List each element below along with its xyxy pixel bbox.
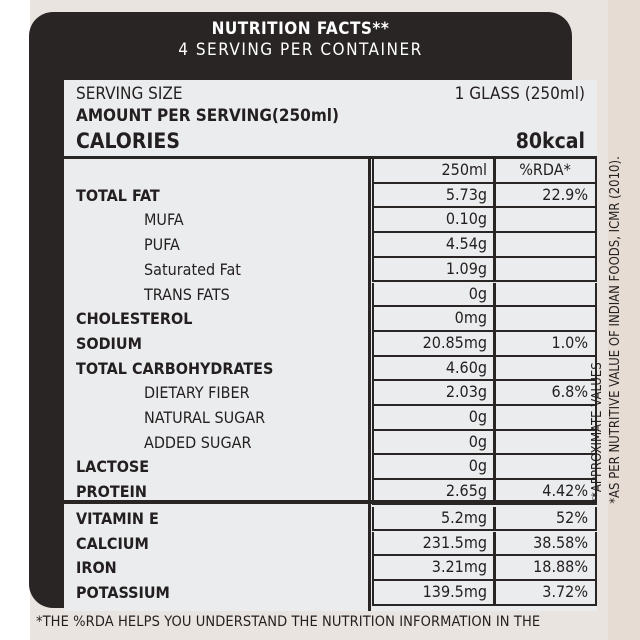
nutrient-label: PUFA: [144, 235, 180, 255]
serving-size-value: 1 GLASS (250ml): [454, 84, 585, 104]
nutrient-rda: [493, 406, 597, 431]
nutrient-label: IRON: [76, 558, 117, 578]
column-header-rda: %RDA*: [493, 159, 597, 184]
nutrient-label: CALCIUM: [76, 533, 149, 553]
approximate-values-note: **APPROXIMATE VALUES: [590, 362, 605, 504]
icmr-source-note: *AS PER NUTRITIVE VALUE OF INDIAN FOODS,…: [608, 156, 623, 504]
nutrient-label: TOTAL CARBOHYDRATES: [76, 358, 274, 378]
nutrient-label: PROTEIN: [76, 482, 147, 502]
nutrient-amount: 4.54g: [372, 233, 496, 258]
page-background-left: [0, 0, 30, 640]
nutrient-amount: 2.65g: [372, 480, 496, 505]
nutrient-rda: 22.9%: [493, 183, 597, 209]
nutrient-label: VITAMIN E: [76, 508, 159, 528]
nutrient-amount: 139.5mg: [372, 580, 496, 606]
nutrient-amount: 5.2mg: [372, 506, 496, 532]
calories-value: 80kcal: [515, 129, 585, 153]
nutrient-amount: 0g: [372, 455, 496, 481]
nutrient-label: DIETARY FIBER: [144, 383, 250, 403]
nutrient-amount: 0.10g: [372, 208, 496, 234]
nutrient-amount: 0mg: [372, 307, 496, 332]
amount-per-serving-label: AMOUNT PER SERVING(250ml): [76, 106, 339, 126]
nutrient-rda: 6.8%: [493, 381, 597, 406]
nutrient-amount: 231.5mg: [372, 531, 496, 557]
nutrient-rda: [493, 257, 597, 283]
nutrient-rda: 38.58%: [493, 531, 597, 557]
panel-title: NUTRITION FACTS**: [211, 19, 390, 39]
nutrient-label: NATURAL SUGAR: [144, 408, 266, 427]
label-column-divider: [368, 156, 371, 611]
column-header-amount: 250ml: [372, 159, 496, 184]
nutrient-rda: [493, 307, 597, 332]
nutrient-amount: 2.03g: [372, 381, 496, 406]
nutrient-rda: [493, 356, 597, 382]
nutrient-amount: 0g: [372, 430, 496, 456]
nutrient-rda: [493, 455, 597, 481]
nutrient-amount: 3.21mg: [372, 556, 496, 581]
nutrient-label: POTASSIUM: [76, 582, 170, 602]
nutrient-amount: 4.60g: [372, 356, 496, 382]
nutrient-label: LACTOSE: [76, 457, 150, 477]
nutrient-rda: [493, 233, 597, 258]
serving-size-label: SERVING SIZE: [76, 84, 183, 104]
calories-label: CALORIES: [76, 129, 180, 153]
nutrient-amount: 20.85mg: [372, 331, 496, 357]
nutrient-label: TOTAL FAT: [76, 185, 160, 205]
nutrient-rda: 18.88%: [493, 556, 597, 581]
nutrient-rda: 4.42%: [493, 480, 597, 505]
nutrient-rda: [493, 282, 597, 308]
nutrient-rda: 3.72%: [493, 580, 597, 606]
nutrient-label: CHOLESTEROL: [76, 309, 193, 329]
nutrient-label: MUFA: [144, 210, 184, 230]
nutrient-rda: [493, 208, 597, 234]
calories-divider: [64, 156, 597, 159]
vitamins-divider: [64, 500, 597, 504]
nutrient-amount: 1.09g: [372, 257, 496, 283]
servings-per-container: 4 SERVING PER CONTAINER: [178, 40, 423, 60]
nutrient-rda: [493, 430, 597, 456]
nutrient-label: SODIUM: [76, 333, 142, 353]
nutrient-rda: 1.0%: [493, 331, 597, 357]
nutrient-amount: 0g: [372, 282, 496, 308]
nutrition-table: SERVING SIZE 1 GLASS (250ml) AMOUNT PER …: [64, 80, 597, 611]
page-background-right: [608, 0, 640, 640]
nutrient-amount: 5.73g: [372, 183, 496, 209]
nutrient-label: ADDED SUGAR: [144, 432, 252, 452]
rda-footnote: *THE %RDA HELPS YOU UNDERSTAND THE NUTRI…: [36, 614, 541, 630]
nutrient-amount: 0g: [372, 406, 496, 431]
panel-header: NUTRITION FACTS** 4 SERVING PER CONTAINE…: [29, 12, 572, 68]
nutrition-facts-panel: NUTRITION FACTS** 4 SERVING PER CONTAINE…: [29, 12, 597, 611]
side-note: **APPROXIMATE VALUES *AS PER NUTRITIVE V…: [582, 120, 632, 540]
nutrient-label: Saturated Fat: [144, 259, 241, 279]
nutrient-rda: 52%: [493, 506, 597, 532]
nutrient-label: TRANS FATS: [144, 284, 230, 304]
